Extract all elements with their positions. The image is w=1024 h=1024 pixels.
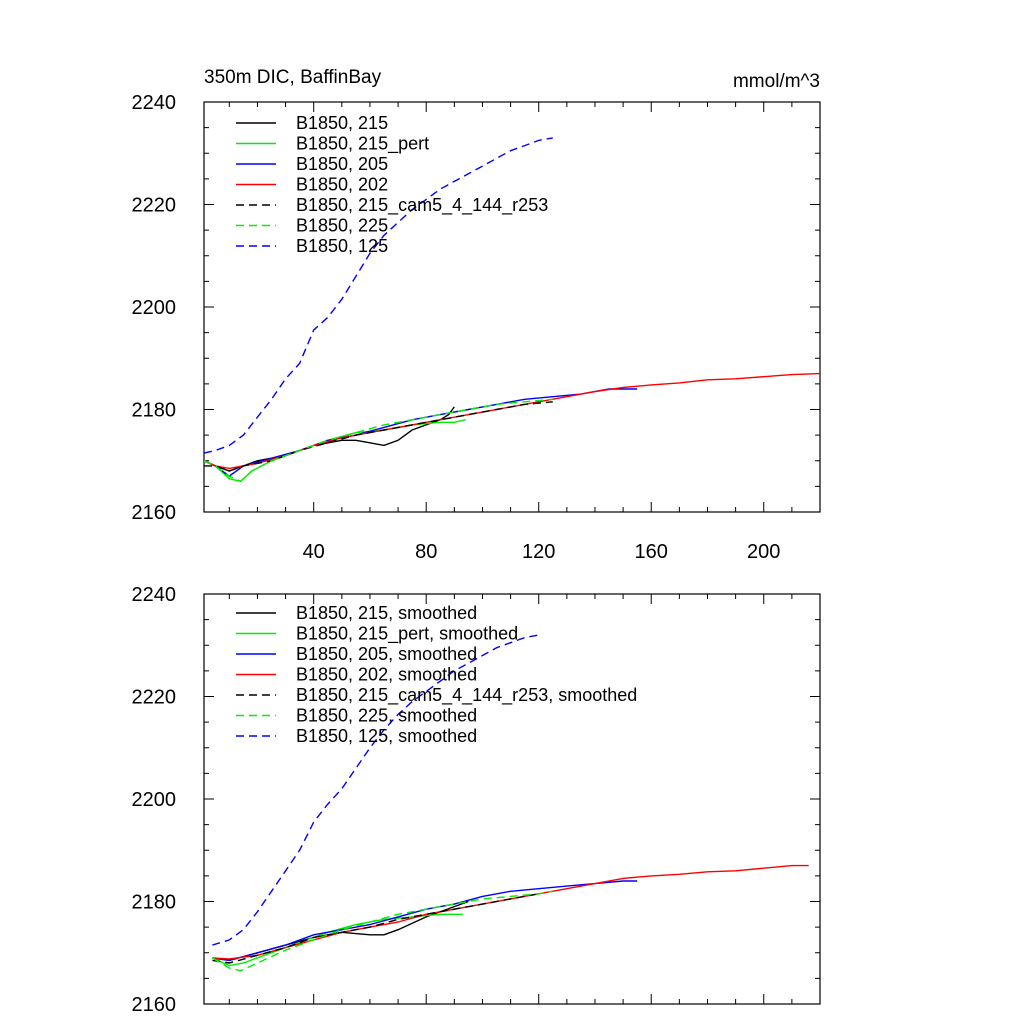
series-line (203, 419, 466, 483)
y-tick-label: 2240 (132, 584, 177, 606)
units-label: mmol/m^3 (733, 71, 820, 92)
legend-label: B1850, 215_pert, smoothed (296, 624, 518, 645)
legend-label: B1850, 225 (296, 216, 388, 236)
series-line (212, 880, 638, 962)
legend-label: B1850, 205 (296, 154, 388, 174)
series-line (212, 634, 539, 946)
legend-label: B1850, 202 (296, 175, 388, 195)
series-line (204, 401, 553, 472)
x-tick-label: 120 (522, 541, 555, 563)
chart-title: 350m DIC, BaffinBay (204, 67, 382, 88)
y-tick-label: 2180 (132, 400, 177, 422)
legend-label: B1850, 202, smoothed (296, 665, 477, 685)
y-tick-label: 2240 (132, 92, 177, 114)
x-tick-label: 200 (747, 541, 780, 563)
legend-label: B1850, 225, smoothed (296, 706, 477, 726)
legend-label: B1850, 215, smoothed (296, 603, 477, 623)
y-tick-label: 2220 (132, 195, 177, 217)
x-tick-label: 80 (415, 541, 437, 563)
series-line (203, 372, 821, 470)
legend-label: B1850, 215 (296, 113, 388, 133)
legend-label: B1850, 215_cam5_4_144_r253, smoothed (296, 685, 637, 706)
legend-label: B1850, 215_pert (296, 134, 429, 155)
top-panel: 2160 2180 2200 2220 2240 40 80 120 160 200 B1850, … (132, 92, 821, 563)
bottom-panel: 2160 2180 2200 2220 2240 B1850, 215, smoothed… (132, 584, 821, 1016)
y-tick-label: 2200 (132, 297, 177, 319)
y-tick-label: 2220 (132, 687, 177, 709)
series-line (203, 388, 638, 477)
x-tick-label: 160 (635, 541, 668, 563)
series-line (203, 406, 455, 472)
y-tick-label: 2180 (132, 892, 177, 914)
legend-label: B1850, 215_cam5_4_144_r253 (296, 195, 548, 216)
legend-label: B1850, 125 (296, 236, 388, 256)
series-line (212, 893, 539, 964)
legend-label: B1850, 125, smoothed (296, 726, 477, 746)
series-line (212, 890, 553, 972)
x-tick-label: 40 (303, 541, 325, 563)
legend-label: B1850, 205, smoothed (296, 644, 477, 664)
series-line (203, 137, 553, 454)
series-line (212, 900, 469, 962)
y-tick-label: 2200 (132, 789, 177, 811)
y-tick-label: 2160 (132, 502, 177, 524)
y-tick-label: 2160 (132, 994, 177, 1016)
